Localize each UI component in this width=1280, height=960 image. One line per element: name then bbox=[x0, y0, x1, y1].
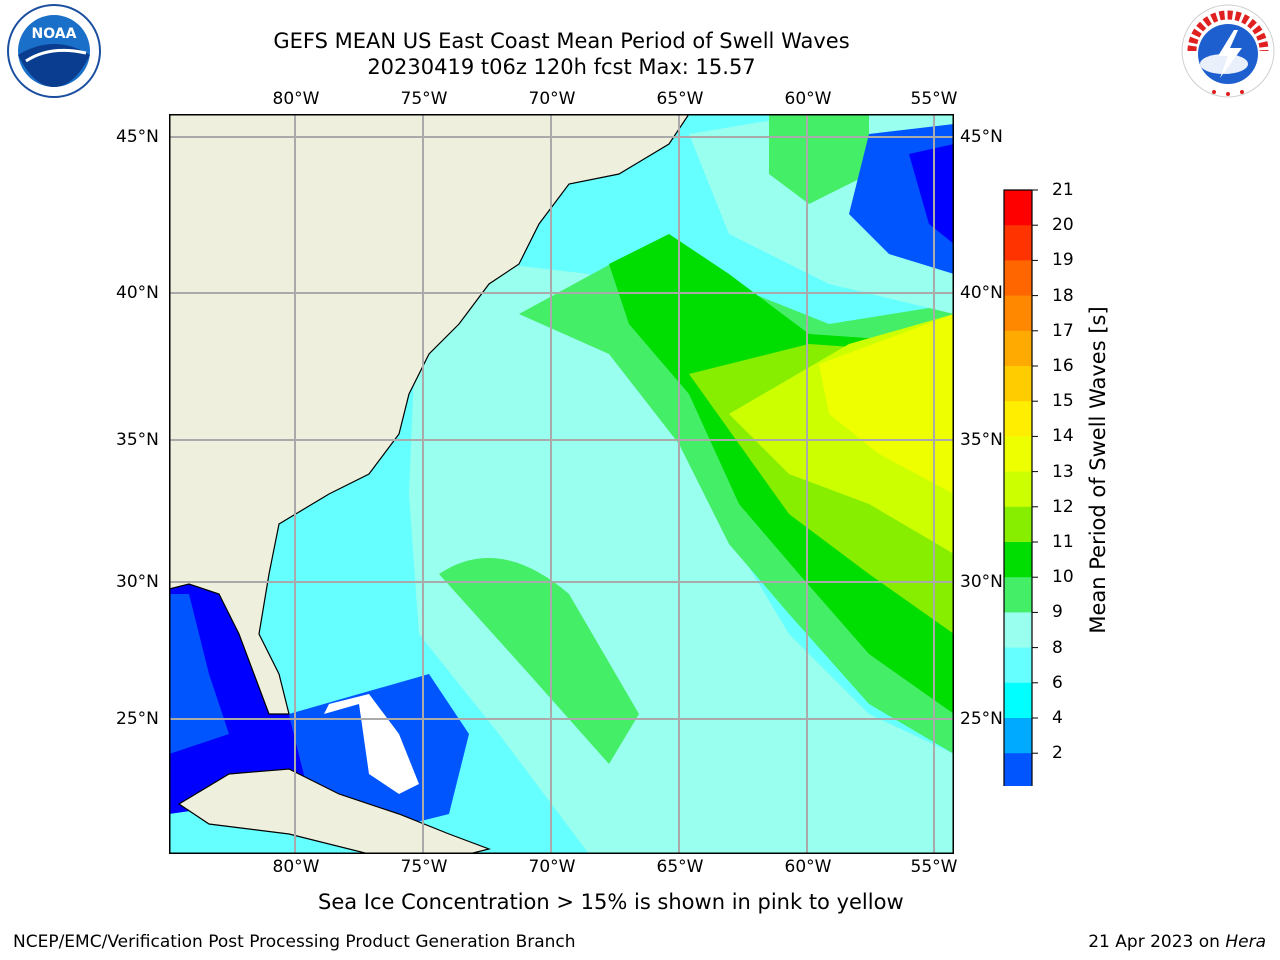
lat-label-right: 25°N bbox=[960, 709, 1003, 729]
colorbar-tick-label: 15 bbox=[1052, 391, 1074, 412]
colorbar-segment bbox=[1004, 190, 1032, 226]
map-subtitle: 20230419 t06z 120h fcst Max: 15.57 bbox=[367, 55, 756, 79]
lat-label-left: 45°N bbox=[116, 127, 159, 147]
footer-credit: NCEP/EMC/Verification Post Processing Pr… bbox=[13, 932, 576, 952]
colorbar-tick-label: 6 bbox=[1052, 672, 1063, 693]
lat-label-right: 45°N bbox=[960, 127, 1003, 147]
lat-label-left: 30°N bbox=[116, 572, 159, 592]
colorbar-tick-label: 17 bbox=[1052, 320, 1074, 341]
colorbar-segment bbox=[1004, 506, 1032, 543]
lon-label-top: 70°W bbox=[528, 89, 576, 109]
footer-date-text: 21 Apr 2023 on bbox=[1088, 932, 1226, 952]
colorbar-tick-label: 11 bbox=[1052, 532, 1074, 552]
colorbar-tick-label: 16 bbox=[1052, 356, 1074, 376]
colorbar-segment bbox=[1004, 612, 1032, 649]
colorbar bbox=[1003, 189, 1038, 786]
noaa-logo: NOAA bbox=[7, 4, 101, 98]
nws-logo bbox=[1181, 4, 1275, 98]
colorbar-tick-label: 18 bbox=[1052, 285, 1074, 306]
lat-label-right: 35°N bbox=[960, 430, 1003, 450]
lat-label-right: 40°N bbox=[960, 283, 1003, 303]
colorbar-tick-label: 12 bbox=[1052, 496, 1074, 517]
lon-label-bottom: 65°W bbox=[656, 857, 704, 877]
colorbar-tick-label: 14 bbox=[1052, 426, 1074, 447]
colorbar-tick-label: 20 bbox=[1052, 215, 1074, 236]
colorbar-tick-label: 13 bbox=[1052, 461, 1074, 482]
map-title: GEFS MEAN US East Coast Mean Period of S… bbox=[273, 29, 850, 53]
lon-label-top: 80°W bbox=[272, 89, 320, 109]
colorbar-segment bbox=[1004, 260, 1032, 297]
lon-label-bottom: 80°W bbox=[272, 857, 320, 877]
colorbar-segment bbox=[1004, 753, 1032, 786]
lon-label-bottom: 75°W bbox=[400, 857, 448, 877]
lat-label-left: 40°N bbox=[116, 283, 159, 303]
colorbar-tick-label: 8 bbox=[1052, 637, 1063, 658]
colorbar-segment bbox=[1004, 436, 1032, 473]
lon-label-top: 75°W bbox=[400, 89, 448, 109]
swell-period-map bbox=[169, 114, 954, 854]
lon-label-top: 65°W bbox=[656, 89, 704, 109]
colorbar-segment bbox=[1004, 542, 1032, 578]
colorbar-segment bbox=[1004, 225, 1032, 261]
colorbar-segment bbox=[1004, 330, 1032, 367]
colorbar-segment bbox=[1004, 295, 1032, 332]
sea-ice-caption: Sea Ice Concentration > 15% is shown in … bbox=[318, 890, 904, 914]
footer-host: Hera bbox=[1225, 932, 1266, 952]
colorbar-tick-label: 21 bbox=[1052, 180, 1074, 200]
colorbar-tick-label: 9 bbox=[1052, 602, 1063, 623]
lon-label-top: 55°W bbox=[910, 89, 958, 109]
lon-label-bottom: 70°W bbox=[528, 857, 576, 877]
lat-label-left: 35°N bbox=[116, 430, 159, 450]
colorbar-tick-label: 10 bbox=[1052, 567, 1074, 588]
colorbar-tick-label: 2 bbox=[1052, 743, 1063, 764]
colorbar-tick-label: 19 bbox=[1052, 250, 1074, 271]
footer-date: 21 Apr 2023 on Hera bbox=[1088, 932, 1266, 952]
lat-label-left: 25°N bbox=[116, 709, 159, 729]
colorbar-tick-label: 4 bbox=[1052, 708, 1063, 728]
lon-label-top: 60°W bbox=[784, 89, 832, 109]
colorbar-segment bbox=[1004, 366, 1032, 402]
noaa-logo-text: NOAA bbox=[32, 26, 77, 42]
colorbar-segment bbox=[1004, 471, 1032, 508]
colorbar-segment bbox=[1004, 682, 1032, 719]
colorbar-title: Mean Period of Swell Waves [s] bbox=[1086, 306, 1110, 634]
colorbar-segment bbox=[1004, 718, 1032, 754]
lon-label-bottom: 55°W bbox=[910, 857, 958, 877]
colorbar-frame bbox=[1003, 189, 1033, 786]
colorbar-segment bbox=[1004, 647, 1032, 684]
colorbar-segment bbox=[1004, 401, 1032, 437]
lon-label-bottom: 60°W bbox=[784, 857, 832, 877]
colorbar-segment bbox=[1004, 577, 1032, 613]
lat-label-right: 30°N bbox=[960, 572, 1003, 592]
